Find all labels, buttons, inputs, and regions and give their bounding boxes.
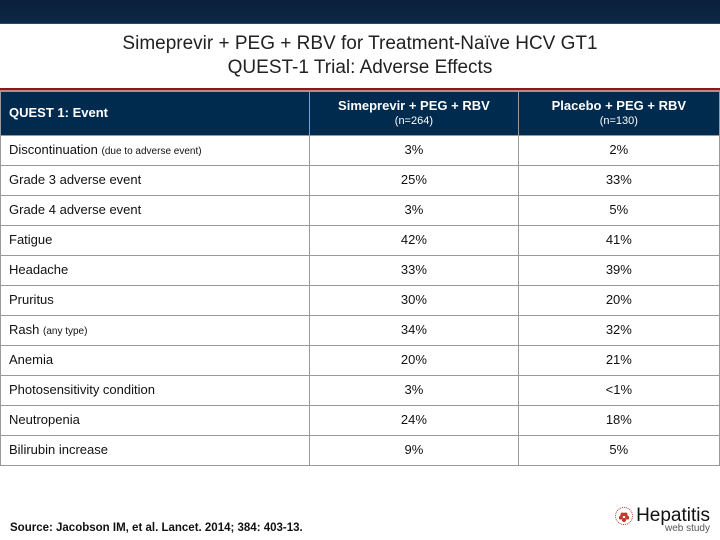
event-cell: Rash (any type) <box>1 315 310 345</box>
table-row: Neutropenia 24%18% <box>1 405 720 435</box>
event-cell: Discontinuation (due to adverse event) <box>1 135 310 165</box>
event-cell: Grade 4 adverse event <box>1 195 310 225</box>
col-header-event-label: QUEST 1: Event <box>9 105 108 120</box>
placebo-value: 32% <box>518 315 719 345</box>
table-header-row: QUEST 1: Event Simeprevir + PEG + RBV (n… <box>1 91 720 135</box>
top-gradient-bar <box>0 0 720 24</box>
title-line-1: Simeprevir + PEG + RBV for Treatment-Naï… <box>30 32 690 56</box>
table-row: Pruritus 30%20% <box>1 285 720 315</box>
event-label: Grade 4 adverse event <box>9 202 141 217</box>
event-cell: Photosensitivity condition <box>1 375 310 405</box>
simeprevir-value: 42% <box>310 225 519 255</box>
event-note: (any type) <box>43 326 87 337</box>
event-cell: Grade 3 adverse event <box>1 165 310 195</box>
event-label: Headache <box>9 262 68 277</box>
title-line-2: QUEST-1 Trial: Adverse Effects <box>30 56 690 80</box>
event-cell: Neutropenia <box>1 405 310 435</box>
event-cell: Pruritus <box>1 285 310 315</box>
col-header-placebo-n: (n=130) <box>527 115 711 127</box>
slide-title: Simeprevir + PEG + RBV for Treatment-Naï… <box>0 24 720 86</box>
event-label: Fatigue <box>9 232 52 247</box>
placebo-value: 41% <box>518 225 719 255</box>
table-row: Photosensitivity condition 3%<1% <box>1 375 720 405</box>
footer: Source: Jacobson IM, et al. Lancet. 2014… <box>10 506 710 534</box>
simeprevir-value: 34% <box>310 315 519 345</box>
event-cell: Fatigue <box>1 225 310 255</box>
placebo-value: 18% <box>518 405 719 435</box>
event-cell: Headache <box>1 255 310 285</box>
placebo-value: 5% <box>518 435 719 465</box>
adverse-effects-table: QUEST 1: Event Simeprevir + PEG + RBV (n… <box>0 91 720 466</box>
event-label: Photosensitivity condition <box>9 382 155 397</box>
simeprevir-value: 30% <box>310 285 519 315</box>
event-label: Bilirubin increase <box>9 442 108 457</box>
placebo-value: 21% <box>518 345 719 375</box>
table-body: Discontinuation (due to adverse event)3%… <box>1 135 720 465</box>
table-row: Grade 4 adverse event 3%5% <box>1 195 720 225</box>
event-label: Pruritus <box>9 292 54 307</box>
event-label: Neutropenia <box>9 412 80 427</box>
placebo-value: 2% <box>518 135 719 165</box>
simeprevir-value: 33% <box>310 255 519 285</box>
placebo-value: 33% <box>518 165 719 195</box>
source-citation: Source: Jacobson IM, et al. Lancet. 2014… <box>10 522 303 534</box>
event-note: (due to adverse event) <box>102 146 202 157</box>
event-label: Rash <box>9 322 39 337</box>
col-header-placebo: Placebo + PEG + RBV (n=130) <box>518 91 719 135</box>
simeprevir-value: 25% <box>310 165 519 195</box>
col-header-simeprevir: Simeprevir + PEG + RBV (n=264) <box>310 91 519 135</box>
table-row: Rash (any type)34%32% <box>1 315 720 345</box>
event-label: Discontinuation <box>9 142 98 157</box>
col-header-placebo-label: Placebo + PEG + RBV <box>552 98 686 113</box>
event-label: Grade 3 adverse event <box>9 172 141 187</box>
placebo-value: 5% <box>518 195 719 225</box>
table-row: Headache 33%39% <box>1 255 720 285</box>
placebo-value: 39% <box>518 255 719 285</box>
col-header-simeprevir-label: Simeprevir + PEG + RBV <box>338 98 490 113</box>
table-row: Anemia 20%21% <box>1 345 720 375</box>
placebo-value: 20% <box>518 285 719 315</box>
table-row: Fatigue 42%41% <box>1 225 720 255</box>
col-header-event: QUEST 1: Event <box>1 91 310 135</box>
col-header-simeprevir-n: (n=264) <box>318 115 510 127</box>
simeprevir-value: 9% <box>310 435 519 465</box>
event-cell: Anemia <box>1 345 310 375</box>
event-label: Anemia <box>9 352 53 367</box>
placebo-value: <1% <box>518 375 719 405</box>
simeprevir-value: 3% <box>310 375 519 405</box>
simeprevir-value: 3% <box>310 195 519 225</box>
table-row: Discontinuation (due to adverse event)3%… <box>1 135 720 165</box>
brand-logo: Hepatitis web study <box>615 506 710 534</box>
table-row: Grade 3 adverse event 25%33% <box>1 165 720 195</box>
table-row: Bilirubin increase 9%5% <box>1 435 720 465</box>
globe-dots-icon <box>615 507 633 525</box>
simeprevir-value: 3% <box>310 135 519 165</box>
simeprevir-value: 20% <box>310 345 519 375</box>
event-cell: Bilirubin increase <box>1 435 310 465</box>
simeprevir-value: 24% <box>310 405 519 435</box>
